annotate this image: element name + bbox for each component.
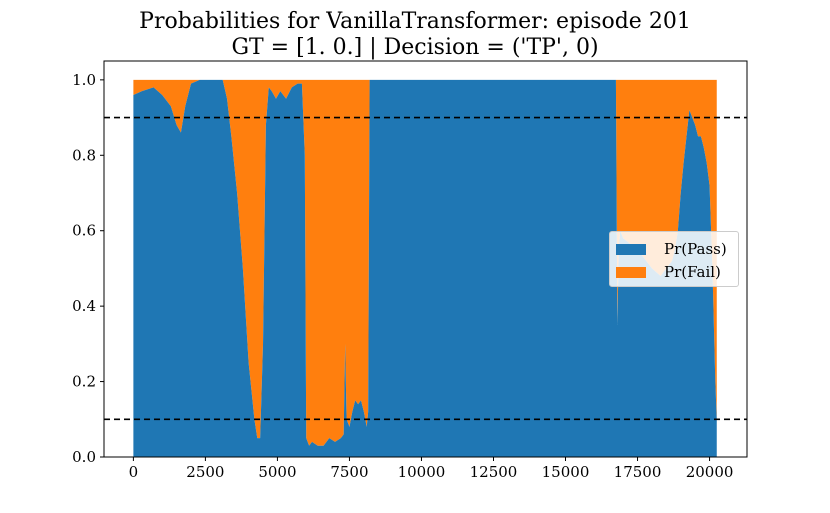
x-tick-label: 0 [129, 463, 139, 481]
y-tick-label: 0.2 [72, 373, 96, 391]
x-tick-label: 10000 [398, 463, 446, 481]
legend-swatch-fail [616, 266, 646, 278]
x-tick-label: 7500 [330, 463, 368, 481]
x-tick-label: 15000 [542, 463, 590, 481]
legend-swatch-pass [616, 243, 646, 255]
x-tick-label: 12500 [470, 463, 518, 481]
area-pr-pass [133, 79, 717, 458]
x-tick-label: 5000 [258, 463, 296, 481]
legend-item-fail: Pr(Fail) [616, 262, 721, 282]
x-tick-label: 2500 [186, 463, 224, 481]
legend-label-pass: Pr(Pass) [664, 240, 727, 258]
y-tick-label: 0.4 [72, 297, 96, 315]
x-tick-label: 20000 [686, 463, 734, 481]
y-tick-label: 0.0 [72, 448, 96, 466]
plot-frame [103, 60, 748, 458]
chart-title: Probabilities for VanillaTransformer: ep… [139, 9, 691, 34]
x-tick-label: 17500 [614, 463, 662, 481]
area-pr-fail [133, 79, 717, 446]
legend-label-fail: Pr(Fail) [664, 263, 721, 281]
chart-subtitle: GT = [1. 0.] | Decision = ('TP', 0) [231, 35, 599, 60]
y-tick-label: 0.6 [72, 222, 96, 240]
y-tick-label: 0.8 [72, 146, 96, 164]
chart-legend: Pr(Pass) Pr(Fail) [609, 231, 739, 287]
legend-item-pass: Pr(Pass) [616, 239, 727, 259]
y-tick-label: 1.0 [72, 71, 96, 89]
